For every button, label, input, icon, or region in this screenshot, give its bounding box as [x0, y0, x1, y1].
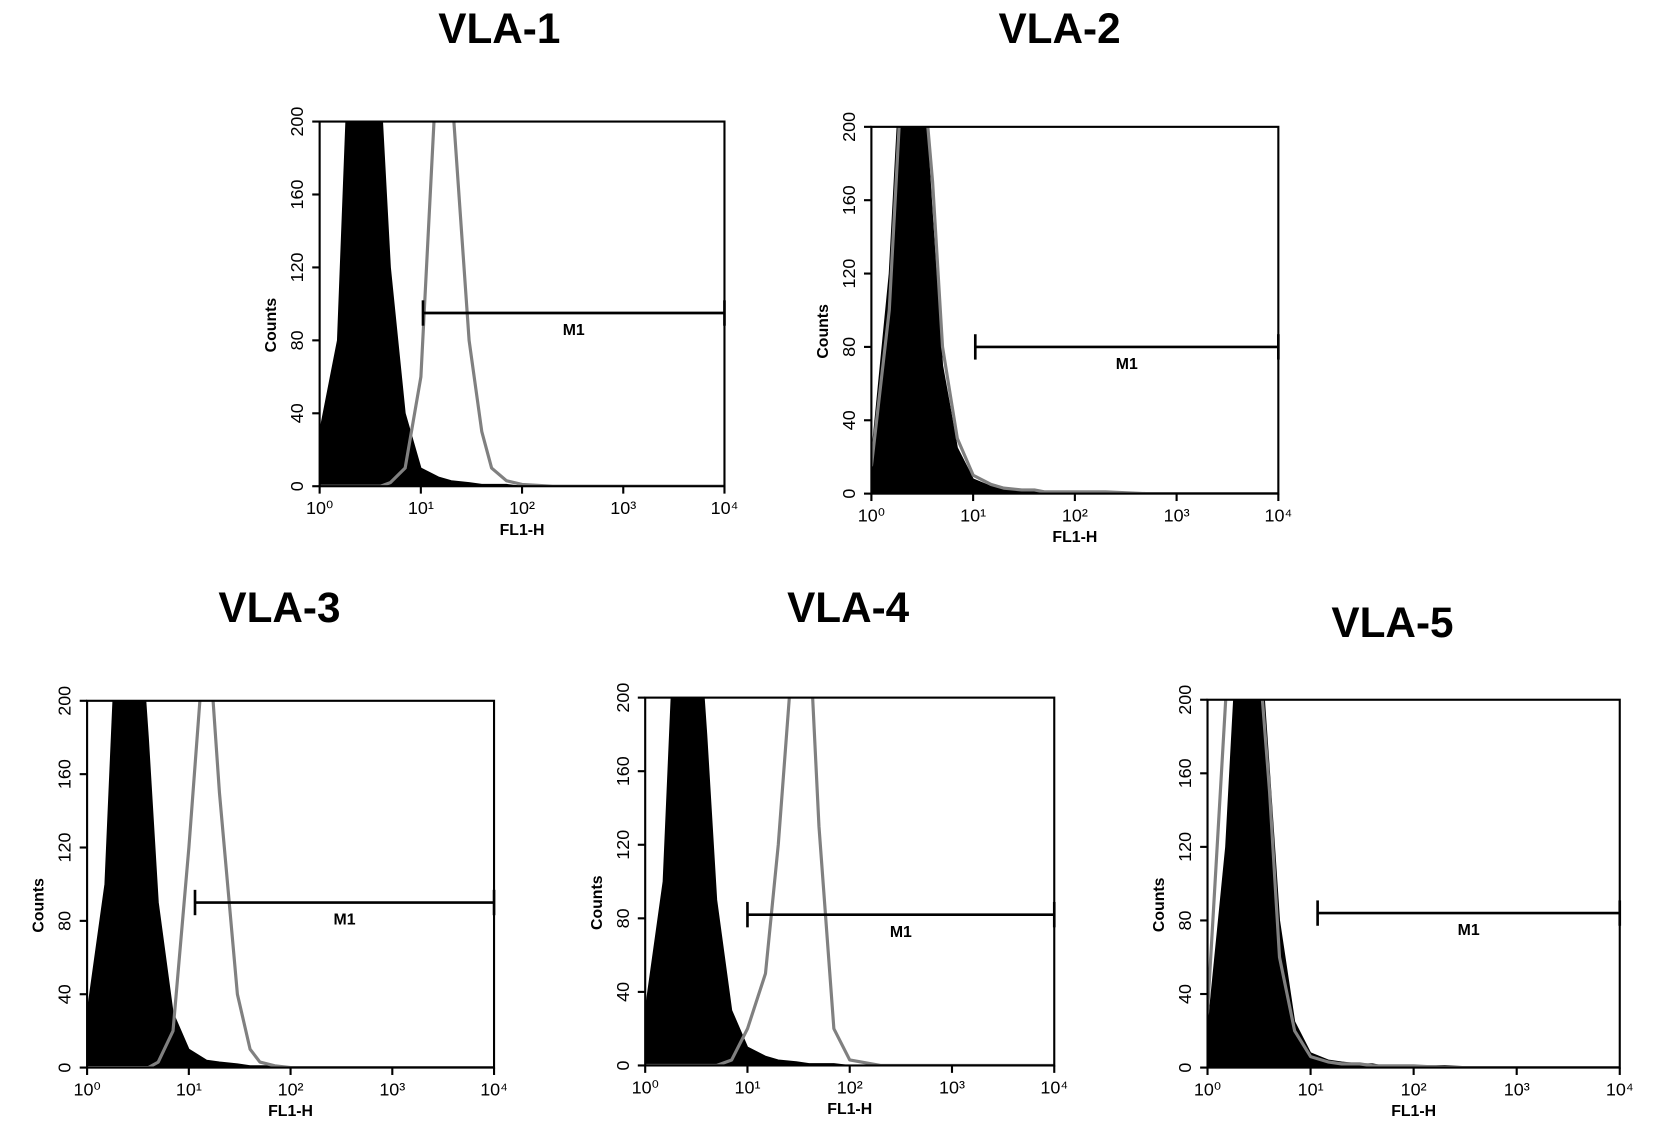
y-tick-label: 200 [55, 686, 75, 716]
y-tick-label: 200 [613, 683, 633, 713]
y-tick-label: 40 [839, 410, 859, 430]
histogram-fill [319, 121, 725, 487]
y-tick-label: 120 [839, 259, 859, 289]
y-tick-label: 80 [839, 337, 859, 357]
y-tick-label: 0 [55, 1063, 75, 1073]
x-tick-label: 10¹ [176, 1080, 202, 1100]
y-tick-label: 40 [613, 982, 633, 1002]
x-axis-label: FL1-H [268, 1103, 313, 1120]
y-axis-label: Counts [1151, 877, 1168, 932]
histogram-line [87, 700, 495, 1068]
x-tick-label: 10¹ [960, 506, 986, 526]
histogram-fill [1207, 699, 1620, 1068]
y-axis-label: Counts [263, 298, 280, 353]
y-tick-label: 160 [287, 180, 307, 210]
histogram-fill [87, 700, 495, 1068]
x-tick-label: 10² [278, 1080, 304, 1100]
x-tick-label: 10² [1062, 506, 1088, 526]
x-tick-label: 10² [509, 498, 535, 518]
x-tick-label: 10³ [1164, 506, 1190, 526]
x-tick-label: 10³ [610, 498, 636, 518]
plot-area [871, 126, 1279, 494]
x-tick-label: 10⁴ [1040, 1077, 1068, 1097]
x-tick-label: 10⁰ [74, 1080, 101, 1100]
histogram-line [871, 126, 1279, 494]
y-tick-label: 0 [287, 481, 307, 491]
y-tick-label: 80 [287, 330, 307, 350]
chart-title: VLA-4 [787, 584, 910, 631]
y-tick-label: 200 [287, 107, 307, 137]
histogram-line [645, 697, 1055, 1066]
histogram-line [1207, 699, 1620, 1068]
x-tick-label: 10² [837, 1077, 863, 1097]
y-tick-label: 120 [613, 830, 633, 860]
chart-title: VLA-2 [998, 5, 1120, 52]
y-tick-label: 120 [55, 833, 75, 863]
plot-area [319, 121, 725, 487]
y-tick-label: 160 [1175, 758, 1195, 788]
y-tick-label: 200 [839, 112, 859, 142]
x-tick-label: 10⁴ [711, 498, 739, 518]
chart-title: VLA-3 [218, 584, 340, 631]
y-axis-label: Counts [589, 875, 606, 930]
x-tick-label: 10⁰ [1194, 1080, 1221, 1100]
y-tick-label: 120 [287, 252, 307, 282]
y-tick-label: 80 [1175, 910, 1195, 930]
y-tick-label: 120 [1175, 832, 1195, 862]
x-tick-label: 10⁰ [306, 498, 333, 518]
x-axis-label: FL1-H [1391, 1103, 1436, 1120]
gate-label: M1 [890, 924, 912, 941]
x-tick-label: 10³ [939, 1077, 965, 1097]
x-tick-label: 10³ [1504, 1080, 1530, 1100]
y-tick-label: 0 [613, 1060, 633, 1070]
x-tick-label: 10¹ [1298, 1080, 1324, 1100]
histogram-fill [645, 697, 1055, 1066]
gate-label: M1 [1458, 922, 1480, 939]
x-tick-label: 10⁰ [858, 506, 885, 526]
x-tick-label: 10⁰ [632, 1077, 659, 1097]
y-tick-label: 40 [287, 403, 307, 423]
x-tick-label: 10² [1401, 1080, 1427, 1100]
plot-area [87, 700, 495, 1068]
chart-title: VLA-1 [438, 5, 560, 52]
x-tick-label: 10¹ [734, 1077, 760, 1097]
y-tick-label: 160 [613, 756, 633, 786]
y-tick-label: 80 [55, 911, 75, 931]
x-tick-label: 10⁴ [480, 1080, 508, 1100]
y-tick-label: 160 [839, 185, 859, 215]
chart-title: VLA-5 [1331, 599, 1453, 646]
y-tick-label: 0 [839, 489, 859, 499]
x-tick-label: 10³ [379, 1080, 405, 1100]
histogram-fill [871, 126, 1279, 494]
x-tick-label: 10⁴ [1606, 1080, 1634, 1100]
plot-area [1207, 699, 1620, 1068]
y-axis-label: Counts [31, 878, 48, 933]
y-axis-label: Counts [815, 304, 832, 359]
x-tick-label: 10¹ [408, 498, 434, 518]
y-tick-label: 160 [55, 759, 75, 789]
gate-label: M1 [334, 912, 356, 929]
y-tick-label: 200 [1175, 685, 1195, 715]
y-tick-label: 40 [1175, 984, 1195, 1004]
gate-label: M1 [563, 322, 585, 339]
y-tick-label: 0 [1175, 1063, 1195, 1073]
x-axis-label: FL1-H [500, 522, 545, 539]
plot-area [645, 697, 1055, 1066]
gate-label: M1 [1116, 356, 1138, 373]
x-axis-label: FL1-H [827, 1101, 872, 1118]
y-tick-label: 80 [613, 908, 633, 928]
x-tick-label: 10⁴ [1264, 506, 1292, 526]
y-tick-label: 40 [55, 984, 75, 1004]
x-axis-label: FL1-H [1052, 529, 1097, 546]
